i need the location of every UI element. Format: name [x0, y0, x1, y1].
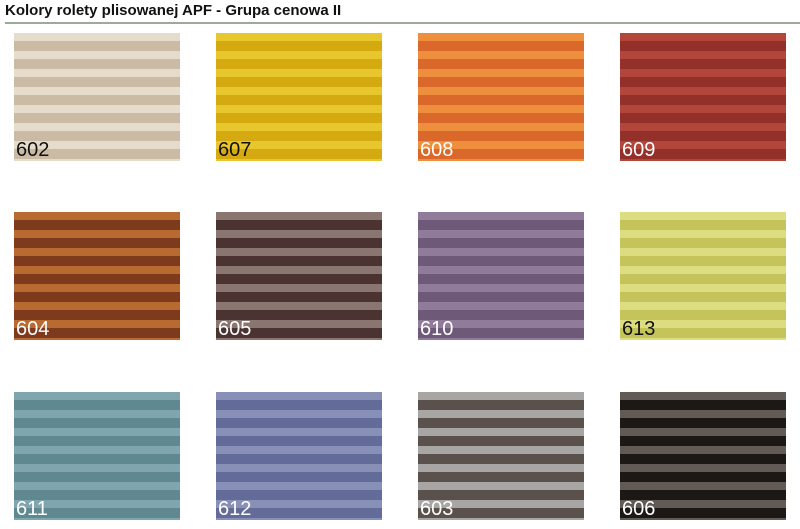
swatch-code: 605 — [218, 318, 252, 340]
color-swatch-611[interactable]: 611 — [14, 392, 180, 520]
swatch-code: 611 — [16, 498, 48, 520]
color-swatch-612[interactable]: 612 — [216, 392, 382, 520]
color-swatch-605[interactable]: 605 — [216, 212, 382, 340]
color-swatch-606[interactable]: 606 — [620, 392, 786, 520]
color-swatch-604[interactable]: 604 — [14, 212, 180, 340]
swatch-code: 604 — [16, 318, 50, 340]
page-title: Kolory rolety plisowanej APF - Grupa cen… — [5, 2, 342, 19]
swatch-code: 613 — [622, 318, 656, 340]
color-swatch-602[interactable]: 602 — [14, 33, 180, 161]
swatch-code: 609 — [622, 139, 656, 161]
swatch-code: 612 — [218, 498, 252, 520]
color-swatch-608[interactable]: 608 — [418, 33, 584, 161]
swatch-code: 603 — [420, 498, 454, 520]
title-divider — [5, 22, 800, 24]
color-swatch-609[interactable]: 609 — [620, 33, 786, 161]
color-swatch-607[interactable]: 607 — [216, 33, 382, 161]
swatch-code: 610 — [420, 318, 454, 340]
swatch-code: 608 — [420, 139, 454, 161]
swatch-code: 602 — [16, 139, 50, 161]
swatch-code: 606 — [622, 498, 656, 520]
color-swatch-613[interactable]: 613 — [620, 212, 786, 340]
color-swatch-610[interactable]: 610 — [418, 212, 584, 340]
swatch-code: 607 — [218, 139, 252, 161]
color-swatch-603[interactable]: 603 — [418, 392, 584, 520]
